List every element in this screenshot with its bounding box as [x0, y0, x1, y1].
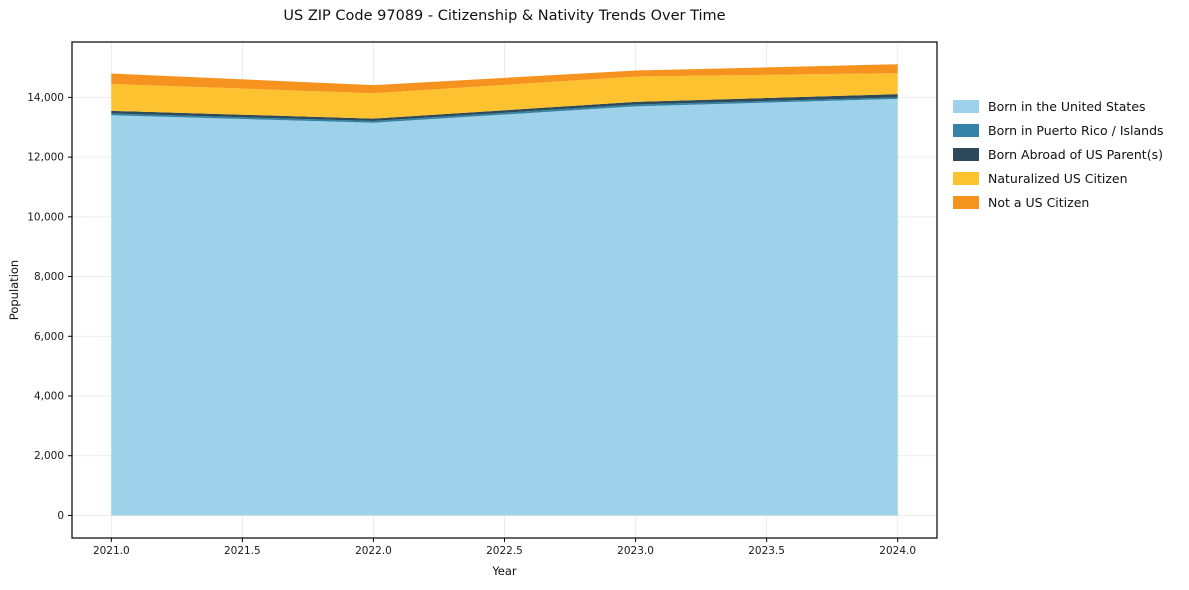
x-tick-label: 2023.5 [748, 545, 785, 557]
area-series [111, 64, 898, 94]
y-tick-label: 0 [57, 510, 64, 522]
x-tick-label: 2021.0 [93, 545, 130, 557]
legend-swatch [953, 172, 979, 185]
y-tick-label: 10,000 [27, 211, 64, 223]
legend: Born in the United States Born in Puerto … [953, 99, 1164, 210]
area-series [111, 73, 898, 119]
x-axis-label: Year [492, 564, 517, 578]
chart-title: US ZIP Code 97089 - Citizenship & Nativi… [283, 8, 726, 24]
legend-label: Not a US Citizen [988, 195, 1090, 210]
legend-swatch [953, 196, 979, 209]
x-tick-label: 2022.5 [486, 545, 523, 557]
x-tick-label: 2021.5 [224, 545, 261, 557]
legend-label: Born in Puerto Rico / Islands [988, 123, 1164, 138]
y-tick-label: 6,000 [34, 331, 64, 343]
y-tick-label: 8,000 [34, 271, 64, 283]
area-series [111, 94, 898, 121]
legend-item: Naturalized US Citizen [953, 171, 1164, 186]
y-tick-label: 12,000 [27, 152, 64, 164]
y-tick-label: 14,000 [27, 92, 64, 104]
x-tick-label: 2023.0 [617, 545, 654, 557]
y-axis-label: Population [7, 259, 21, 321]
legend-item: Born Abroad of US Parent(s) [953, 147, 1164, 162]
x-tick-label: 2022.0 [355, 545, 392, 557]
area-series [111, 97, 898, 123]
legend-label: Born in the United States [988, 99, 1146, 114]
y-tick-label: 4,000 [34, 391, 64, 403]
legend-swatch [953, 124, 979, 137]
legend-label: Naturalized US Citizen [988, 171, 1128, 186]
legend-swatch [953, 100, 979, 113]
legend-item: Born in the United States [953, 99, 1164, 114]
legend-item: Not a US Citizen [953, 195, 1164, 210]
y-tick-label: 2,000 [34, 450, 64, 462]
legend-swatch [953, 148, 979, 161]
area-series [111, 98, 898, 516]
x-tick-label: 2024.0 [879, 545, 916, 557]
legend-item: Born in Puerto Rico / Islands [953, 123, 1164, 138]
legend-label: Born Abroad of US Parent(s) [988, 147, 1163, 162]
